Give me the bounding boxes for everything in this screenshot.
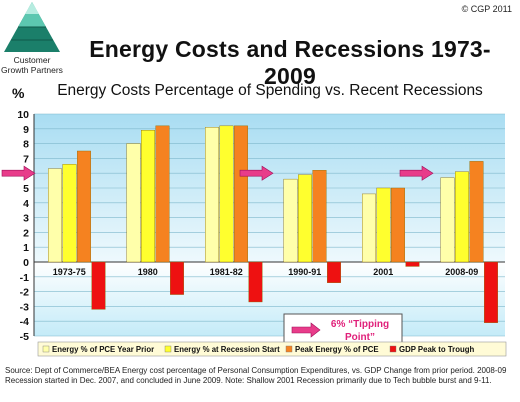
tipping-point-arrow (239, 165, 274, 181)
bar-energy-of-pce-year-prior (283, 178, 298, 263)
annotation-arrow (291, 322, 321, 338)
y-tick-label: 4 (23, 198, 29, 210)
legend-box (37, 341, 507, 357)
y-tick-label: 1 (23, 242, 29, 254)
y-tick-label: 2 (23, 227, 29, 239)
bar-energy-at-recession-start (376, 187, 391, 263)
legend-swatch (389, 345, 397, 353)
bar-energy-at-recession-start (298, 174, 312, 263)
y-tick-label: 10 (17, 109, 29, 121)
x-category-label: 1980 (138, 267, 158, 277)
tipping-point-arrow (1, 165, 36, 181)
source-note: Source: Dept of Commerce/BEA Energy cost… (5, 366, 507, 385)
logo-text: Customer Growth Partners (1, 55, 63, 75)
tipping-point-arrow (399, 165, 434, 181)
chart-panel: Energy Costs Percentage of Spending vs. … (0, 78, 520, 368)
y-tick-label: -5 (20, 331, 29, 343)
bar-gdp-peak-to-trough (484, 261, 498, 323)
bar-peak-energy-of-pce (77, 150, 91, 263)
bar-energy-at-recession-start (455, 171, 469, 263)
bar-energy-of-pce-year-prior (205, 127, 219, 263)
x-category-label: 1973-75 (53, 267, 86, 277)
bar-energy-at-recession-start (62, 164, 77, 263)
y-tick-label: 7 (23, 153, 29, 165)
bar-peak-energy-of-pce (469, 161, 484, 263)
chart-title: Energy Costs Percentage of Spending vs. … (57, 82, 483, 99)
x-category-label: 1981-82 (210, 267, 243, 277)
legend-label: Energy % of PCE Year Prior (52, 345, 154, 354)
bar-gdp-peak-to-trough (327, 261, 341, 283)
y-tick-label: 8 (23, 139, 29, 151)
bar-gdp-peak-to-trough (248, 261, 263, 303)
bar-peak-energy-of-pce (155, 125, 170, 263)
legend-label: Energy % at Recession Start (174, 345, 280, 354)
x-category-label: 2008-09 (445, 267, 478, 277)
bar-gdp-peak-to-trough (91, 261, 106, 310)
y-tick-label: -4 (20, 316, 29, 328)
legend-label: Peak Energy % of PCE (295, 345, 379, 354)
legend-swatch (42, 345, 50, 353)
bar-gdp-peak-to-trough (170, 261, 184, 295)
bar-peak-energy-of-pce (312, 170, 327, 263)
y-tick-label: 5 (23, 183, 29, 195)
x-category-label: 2001 (373, 267, 393, 277)
bar-gdp-peak-to-trough (405, 261, 420, 267)
bar-peak-energy-of-pce (234, 125, 248, 263)
y-tick-label: 9 (23, 124, 29, 136)
y-tick-label: -3 (20, 301, 29, 313)
company-logo (4, 2, 60, 52)
y-axis-label: % (12, 85, 25, 101)
annotation-text-line1: 6% “Tipping (331, 319, 389, 330)
bar-energy-at-recession-start (141, 130, 155, 263)
legend-swatch (285, 345, 293, 353)
legend-label: GDP Peak to Trough (399, 345, 474, 354)
plot-background-negative (34, 262, 505, 336)
y-tick-label: 0 (23, 257, 29, 269)
y-tick-label: -2 (20, 287, 29, 299)
bar-chart: Energy Costs Percentage of Spending vs. … (1, 82, 507, 357)
bar-energy-of-pce-year-prior (126, 143, 141, 263)
bar-energy-of-pce-year-prior (440, 177, 455, 263)
bar-peak-energy-of-pce (391, 187, 405, 263)
y-tick-label: -1 (20, 272, 29, 284)
bar-energy-at-recession-start (219, 125, 234, 263)
page-title: Energy Costs and Recessions 1973-2009 (89, 36, 491, 89)
bar-energy-of-pce-year-prior (362, 193, 376, 263)
y-tick-label: 3 (23, 213, 29, 225)
bar-energy-of-pce-year-prior (48, 168, 62, 263)
annotation-text-line2: Point” (345, 332, 375, 343)
x-category-label: 1990-91 (288, 267, 321, 277)
legend-swatch (164, 345, 172, 353)
copyright-notice: © CGP 2011 (461, 4, 512, 14)
